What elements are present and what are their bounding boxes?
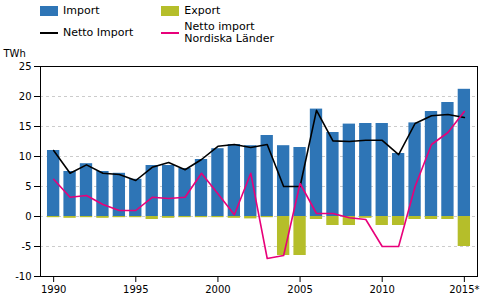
svg-text:2005: 2005: [287, 284, 312, 295]
svg-text:TWh: TWh: [3, 48, 26, 59]
html-text:Export: Export: [184, 3, 221, 17]
svg-text:10: 10: [19, 151, 32, 162]
svg-text:2010: 2010: [369, 284, 394, 295]
svg-text:20: 20: [19, 91, 32, 102]
html-text:Netto import Nordiska Länder: Netto import Nordiska Länder: [184, 20, 274, 46]
svg-text:1995: 1995: [123, 284, 148, 295]
svg-text:0: 0: [25, 211, 31, 222]
svg-text:-5: -5: [22, 241, 32, 252]
html-text:Import: Import: [63, 3, 100, 17]
svg-text:5: 5: [25, 181, 31, 192]
svg-text:-10: -10: [15, 271, 31, 282]
svg-text:2015*: 2015*: [449, 284, 479, 295]
svg-text:25: 25: [19, 61, 32, 72]
svg-text:15: 15: [19, 121, 32, 132]
svg-text:1990: 1990: [41, 284, 66, 295]
svg-text:2000: 2000: [205, 284, 230, 295]
html-text:Netto Import: Netto Import: [63, 26, 134, 40]
